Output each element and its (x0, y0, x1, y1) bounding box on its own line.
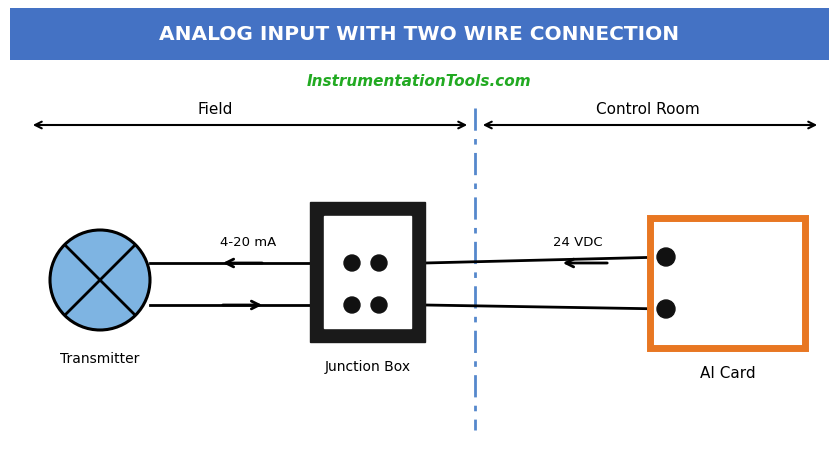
Circle shape (344, 297, 360, 313)
Text: 4-20 mA: 4-20 mA (220, 236, 276, 249)
Bar (324, 216, 411, 328)
Text: 24 VDC: 24 VDC (553, 236, 602, 249)
Text: InstrumentationTools.com: InstrumentationTools.com (307, 74, 531, 90)
Text: ANALOG INPUT WITH TWO WIRE CONNECTION: ANALOG INPUT WITH TWO WIRE CONNECTION (159, 24, 679, 44)
Bar (10, 8, 829, 60)
Text: Field: Field (197, 102, 232, 117)
Bar (310, 202, 425, 342)
Circle shape (371, 297, 387, 313)
Text: CH -: CH - (686, 302, 716, 316)
Text: Junction Box: Junction Box (325, 360, 410, 374)
Text: Control Room: Control Room (597, 102, 700, 117)
Circle shape (657, 248, 675, 266)
Text: Transmitter: Transmitter (60, 352, 139, 366)
Bar (650, 218, 805, 348)
Text: CH +: CH + (686, 250, 722, 264)
Circle shape (344, 255, 360, 271)
Circle shape (371, 255, 387, 271)
Text: AI Card: AI Card (700, 366, 755, 381)
Circle shape (50, 230, 150, 330)
Circle shape (657, 300, 675, 318)
